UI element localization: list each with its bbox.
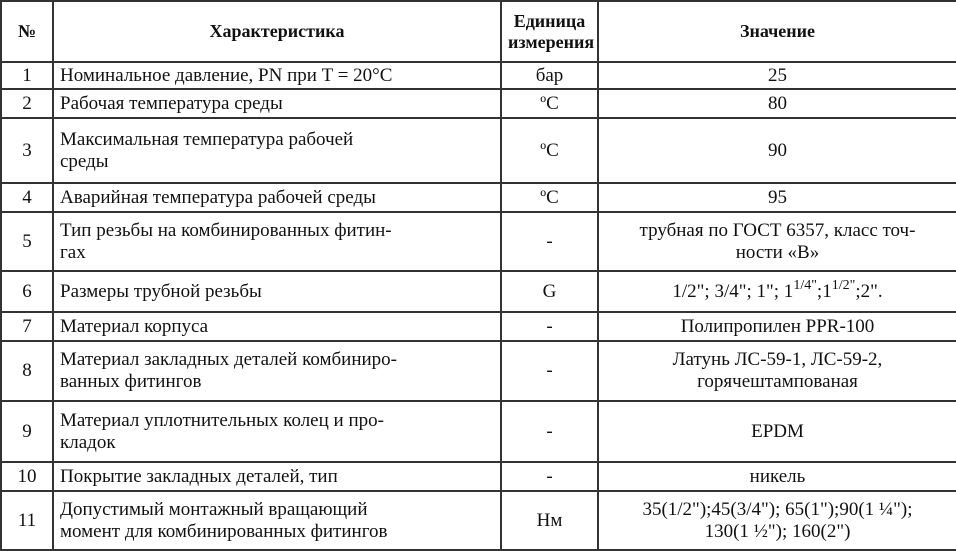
table-row: 6 Размеры трубной резьбы G 1/2"; 3/4"; 1"; … bbox=[0, 270, 956, 313]
fraction-superscript: 1/2" bbox=[831, 277, 856, 293]
row-number: 11 bbox=[0, 490, 54, 551]
fraction-superscript: 1/4" bbox=[793, 277, 817, 293]
row-characteristic: Материал уплотнительных колец и про- кла… bbox=[52, 400, 502, 463]
row-characteristic: Покрытие закладных деталей, тип bbox=[52, 461, 502, 492]
row-number: 6 bbox=[0, 270, 54, 313]
row-number: 3 bbox=[0, 117, 54, 184]
row-value: Полипропилен PPR-100 bbox=[597, 311, 956, 342]
row-value: 35(1/2");45(3/4"); 65(1");90(1 ¼"); 130(… bbox=[597, 490, 956, 551]
row-unit: ºС bbox=[500, 117, 599, 184]
row-unit: - bbox=[500, 311, 599, 342]
row-number: 5 bbox=[0, 211, 54, 272]
row-characteristic: Номинальное давление, PN при T = 20°C bbox=[52, 61, 502, 90]
row-unit: - bbox=[500, 340, 599, 402]
value-part: 1/2"; 3/4"; 1"; 1 bbox=[672, 280, 794, 302]
row-unit: - bbox=[500, 461, 599, 492]
row-value: 95 bbox=[597, 182, 956, 213]
row-value: никель bbox=[597, 461, 956, 492]
header-row: № Характеристика Единица измерения Значе… bbox=[0, 0, 956, 63]
table-row: 1 Номинальное давление, PN при T = 20°C ба… bbox=[0, 61, 956, 90]
row-characteristic: Материал закладных деталей комбиниро- ва… bbox=[52, 340, 502, 402]
header-characteristic: Характеристика bbox=[52, 0, 502, 63]
row-number: 7 bbox=[0, 311, 54, 342]
table-row: 5 Тип резьбы на комбинированных фитин- га… bbox=[0, 211, 956, 272]
value-part: ;2". bbox=[855, 280, 883, 302]
header-value: Значение bbox=[597, 0, 956, 63]
row-unit: ºС bbox=[500, 88, 599, 119]
row-characteristic: Размеры трубной резьбы bbox=[52, 270, 502, 313]
table-row: 2 Рабочая температура среды ºС 80 bbox=[0, 88, 956, 119]
value-part: ;1 bbox=[816, 280, 832, 302]
header-number: № bbox=[0, 0, 54, 63]
table-row: 4 Аварийная температура рабочей среды ºС 95 bbox=[0, 182, 956, 213]
row-value: 1/2"; 3/4"; 1"; 11/4";11/2";2". bbox=[597, 270, 956, 313]
table-row: 11 Допустимый монтажный вращающий момент … bbox=[0, 490, 956, 551]
row-characteristic: Аварийная температура рабочей среды bbox=[52, 182, 502, 213]
row-characteristic: Тип резьбы на комбинированных фитин- гах bbox=[52, 211, 502, 272]
header-unit: Единица измерения bbox=[500, 0, 599, 63]
table-row: 8 Материал закладных деталей комбиниро- в… bbox=[0, 340, 956, 402]
row-unit: Нм bbox=[500, 490, 599, 551]
table-row: 3 Максимальная температура рабочей среды º… bbox=[0, 117, 956, 184]
row-value: EPDM bbox=[597, 400, 956, 463]
row-number: 8 bbox=[0, 340, 54, 402]
row-unit: G bbox=[500, 270, 599, 313]
row-characteristic: Допустимый монтажный вращающий момент дл… bbox=[52, 490, 502, 551]
row-characteristic: Рабочая температура среды bbox=[52, 88, 502, 119]
row-characteristic: Максимальная температура рабочей среды bbox=[52, 117, 502, 184]
row-unit: - bbox=[500, 400, 599, 463]
row-number: 9 bbox=[0, 400, 54, 463]
row-unit: ºС bbox=[500, 182, 599, 213]
row-value: 90 bbox=[597, 117, 956, 184]
row-number: 2 bbox=[0, 88, 54, 119]
row-value: трубная по ГОСТ 6357, класс точ- ности «… bbox=[597, 211, 956, 272]
row-unit: - bbox=[500, 211, 599, 272]
row-number: 1 bbox=[0, 61, 54, 90]
row-number: 4 bbox=[0, 182, 54, 213]
table-row: 10 Покрытие закладных деталей, тип - никель bbox=[0, 461, 956, 492]
row-unit: бар bbox=[500, 61, 599, 90]
row-value: 25 bbox=[597, 61, 956, 90]
row-value: 80 bbox=[597, 88, 956, 119]
table-row: 7 Материал корпуса - Полипропилен PPR-100 bbox=[0, 311, 956, 342]
row-number: 10 bbox=[0, 461, 54, 492]
table-row: 9 Материал уплотнительных колец и про- кл… bbox=[0, 400, 956, 463]
row-characteristic: Материал корпуса bbox=[52, 311, 502, 342]
row-value: Латунь ЛС-59-1, ЛС-59-2, горячештампован… bbox=[597, 340, 956, 402]
